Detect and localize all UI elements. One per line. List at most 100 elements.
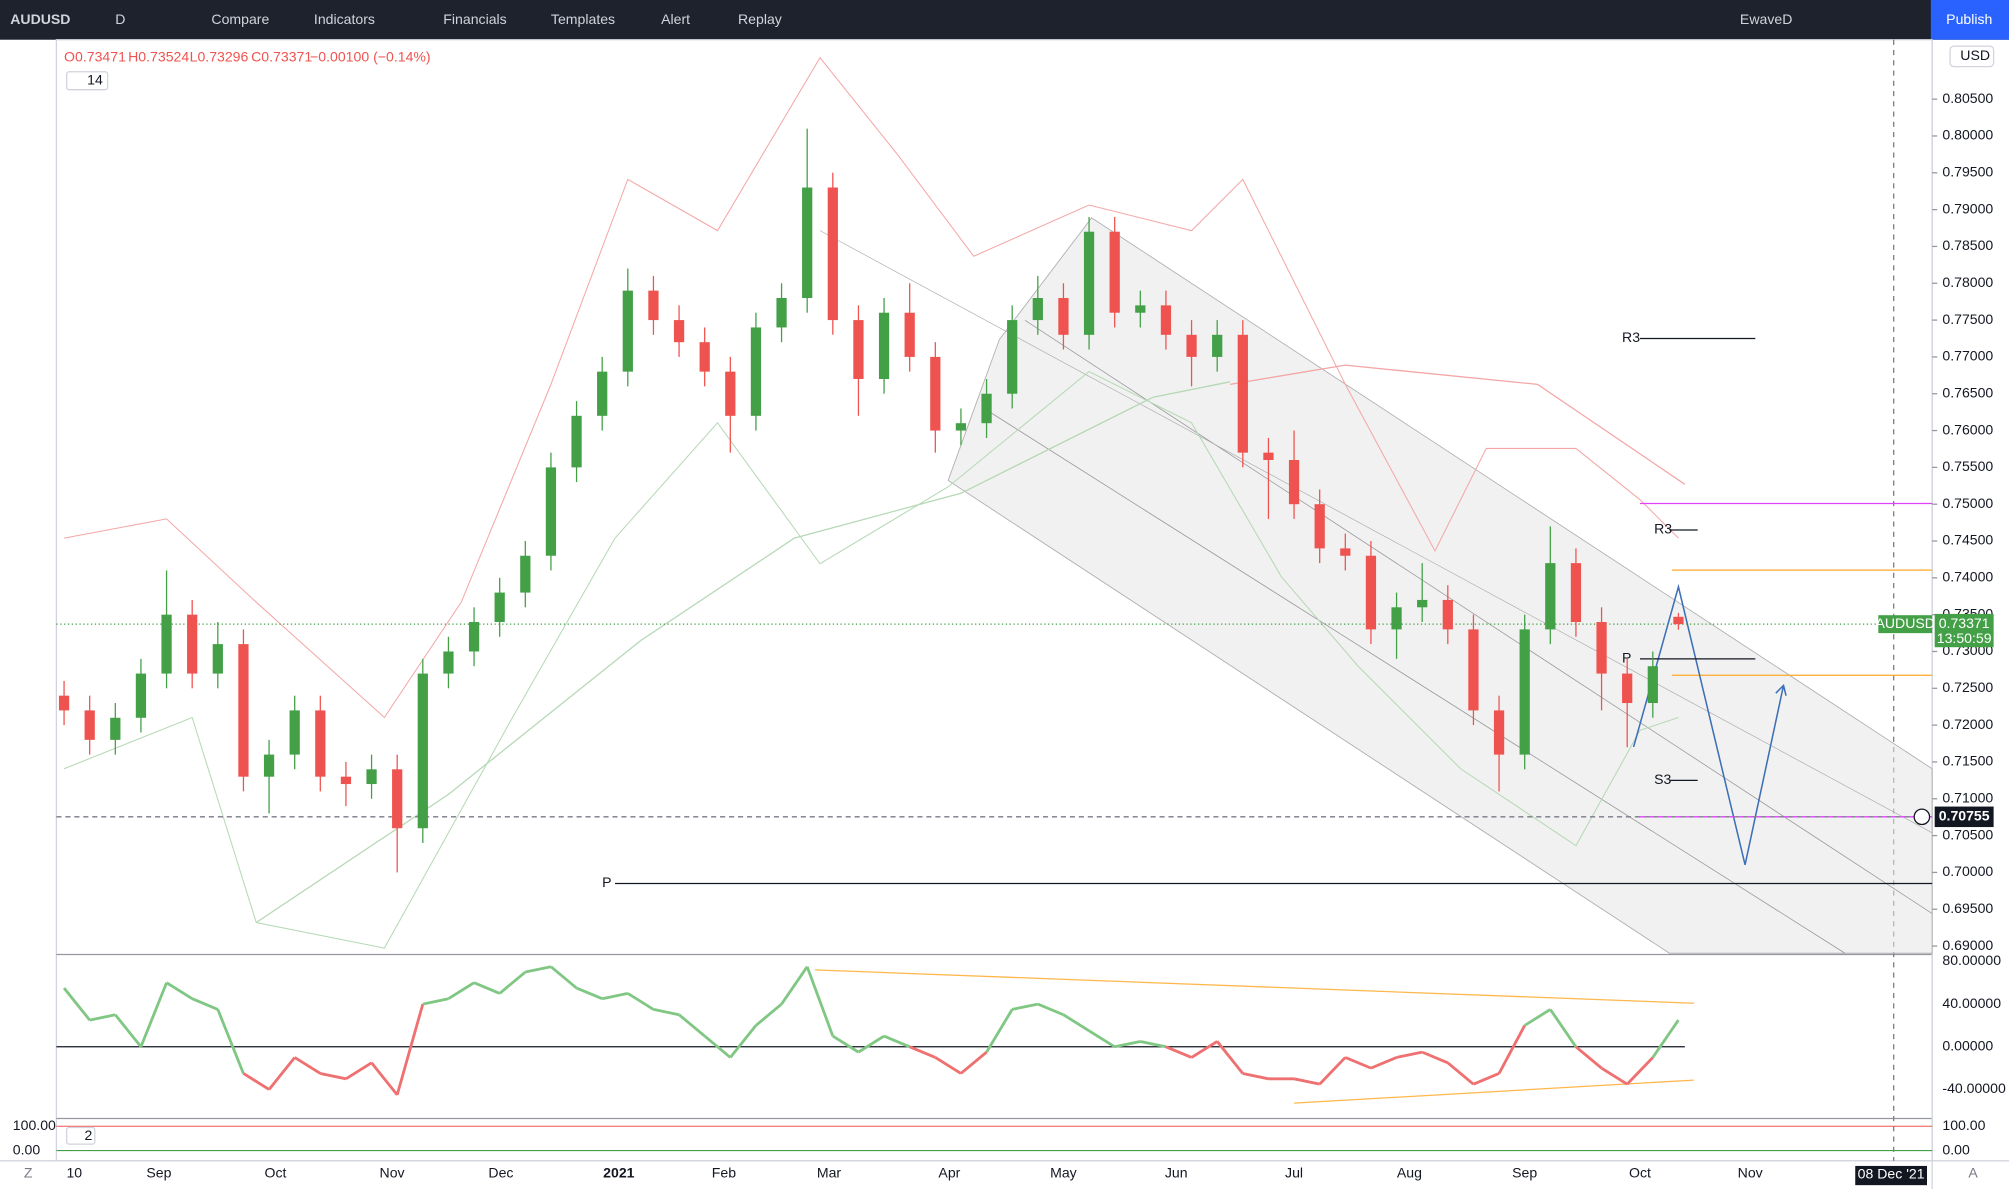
x-tick-label: 2021 (603, 1164, 634, 1180)
y-tick-label: 100.00 (1942, 1117, 1985, 1133)
toolbar-button[interactable]: Replay (738, 11, 783, 27)
y-tick-label: 0.70000 (1942, 863, 1993, 879)
ohlc-value: C0.73371 (251, 48, 312, 64)
candle-body (1315, 504, 1325, 548)
pane-legend: 2 (85, 1127, 93, 1143)
y-tick-label: 0.71000 (1942, 789, 1993, 805)
x-tick-label: Oct (1629, 1164, 1651, 1180)
candle-body (956, 423, 966, 430)
candle-body (187, 615, 197, 674)
add-alert[interactable] (1914, 809, 1929, 824)
symbol[interactable]: AUDUSD (10, 11, 70, 27)
candle-body (776, 298, 786, 327)
countdown: 13:50:59 (1937, 630, 1992, 646)
y-tick-label: 0.80500 (1942, 90, 1993, 106)
candle-body (1007, 320, 1017, 394)
ohlc-value: L0.73296 (190, 48, 249, 64)
symbol-tag-text: AUDUSD (1875, 615, 1934, 631)
y-tick-label: 40.00000 (1942, 995, 2001, 1011)
candle-body (341, 777, 351, 784)
candle-body (571, 416, 581, 468)
candle-body (1443, 600, 1453, 629)
candle-body (1084, 232, 1094, 335)
price-tag-text: 0.73371 (1939, 615, 1990, 631)
page: {"toolbar":{"symbol":"AUDUSD","interval"… (0, 0, 2009, 1189)
x-tick-label: Feb (712, 1164, 736, 1180)
y-tick-label: 100.00 (13, 1117, 56, 1133)
candle-body (315, 710, 325, 776)
y-tick-label: 0.76000 (1942, 421, 1993, 437)
toolbar-button[interactable]: Financials (443, 11, 506, 27)
y-tick-label: 0.75000 (1942, 495, 1993, 511)
candle-body (1366, 556, 1376, 630)
candle-body (85, 710, 95, 739)
y-tick-label: 0.00 (13, 1141, 41, 1157)
x-tick-label: Aug (1397, 1164, 1422, 1180)
candle-body (1058, 298, 1068, 335)
crosshair-time: 08 Dec '21 (1858, 1166, 1925, 1182)
interval[interactable]: D (115, 11, 125, 27)
screen: AUDUSD D Compare Indicators Financials Templa… (0, 0, 2009, 1189)
candle-body (290, 710, 300, 754)
x-tick-label: Nov (1738, 1164, 1763, 1180)
y-tick-label: 0.75500 (1942, 458, 1993, 474)
candle-body (1417, 600, 1427, 607)
candle-body (264, 755, 274, 777)
y-tick-label: 0.74000 (1942, 569, 1993, 585)
x-tick-label: Mar (817, 1164, 842, 1180)
y-tick-label: 0.69500 (1942, 900, 1993, 916)
candle-body (136, 674, 146, 718)
corner-button[interactable]: A (1968, 1164, 1978, 1180)
candle-body (520, 556, 530, 593)
y-tick-label: 0.74500 (1942, 532, 1993, 548)
x-tick-label: Sep (1512, 1164, 1537, 1180)
x-tick-label: Jun (1165, 1164, 1188, 1180)
y-tick-label: 0.76500 (1942, 384, 1993, 400)
x-tick-label: 10 (66, 1164, 82, 1180)
candle-body (725, 372, 735, 416)
toolbar-button[interactable]: Indicators (314, 11, 375, 27)
candle-body (751, 327, 761, 415)
candle-body (1135, 305, 1145, 312)
y-tick-label: 0.79500 (1942, 164, 1993, 180)
publish[interactable]: Publish (1946, 11, 1992, 27)
candle-body (392, 769, 402, 828)
y-tick-label: -40.00000 (1942, 1080, 2006, 1096)
candle-body (238, 644, 248, 777)
y-tick-label: 0.78000 (1942, 274, 1993, 290)
candle-body (1571, 563, 1581, 622)
toolbar (0, 0, 2009, 40)
y-tick-label: 0.69000 (1942, 937, 1993, 953)
toolbar-button[interactable]: Compare (211, 11, 269, 27)
candle-body (546, 467, 556, 555)
candle-body (1622, 674, 1632, 703)
pivot-label: P (602, 874, 611, 890)
candle-body (213, 644, 223, 673)
x-tick-label: May (1050, 1164, 1078, 1180)
ohlc-value: H0.73524 (128, 48, 189, 64)
ohlc-value: −0.00100 (−0.14%) (310, 48, 431, 64)
candle-body (1238, 335, 1248, 453)
corner-button[interactable]: Z (24, 1164, 33, 1180)
layout-name[interactable]: EwaveD (1740, 11, 1792, 27)
toolbar-button[interactable]: Alert (661, 11, 690, 27)
candle-body (1161, 305, 1171, 334)
indicator-length: 14 (87, 71, 103, 87)
candle-body (1494, 710, 1504, 754)
candle-body (828, 188, 838, 321)
candle-body (1648, 666, 1658, 703)
candle-body (802, 188, 812, 298)
pivot-label: R3 (1622, 329, 1640, 345)
currency: USD (1960, 47, 1990, 63)
candle-body (700, 342, 710, 371)
candle-body (1673, 617, 1683, 624)
x-tick-label: Jul (1285, 1164, 1303, 1180)
candle-body (981, 394, 991, 423)
candle-body (1263, 453, 1273, 460)
ohlc-value: O0.73471 (64, 48, 126, 64)
toolbar-button[interactable]: Templates (551, 11, 615, 27)
candle-body (110, 718, 120, 740)
candle-body (1468, 629, 1478, 710)
candle-body (495, 593, 505, 622)
marker-tag-text: 0.70755 (1939, 808, 1990, 824)
